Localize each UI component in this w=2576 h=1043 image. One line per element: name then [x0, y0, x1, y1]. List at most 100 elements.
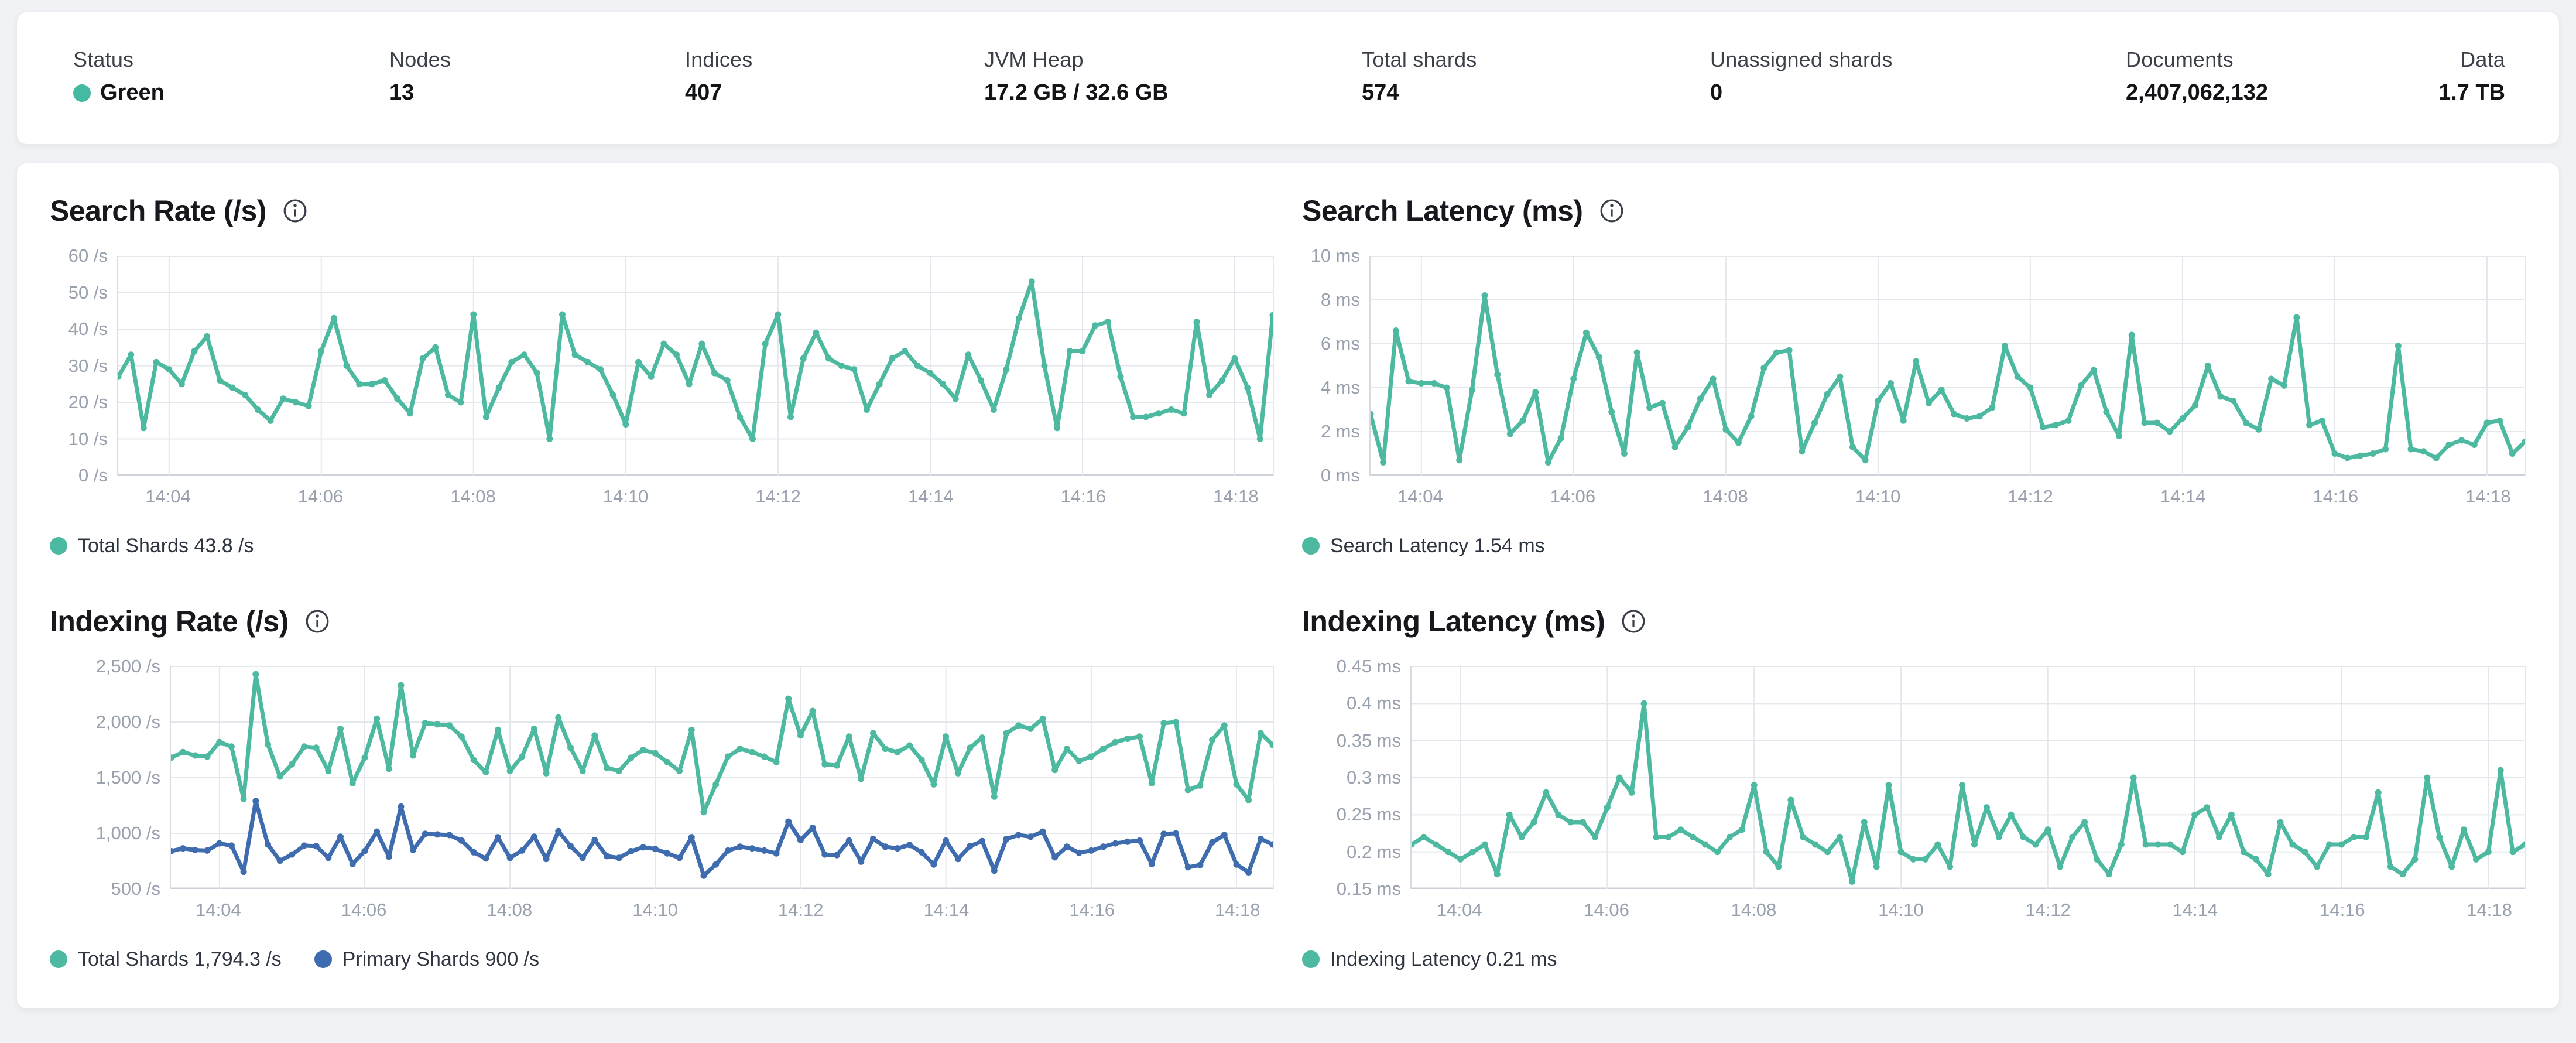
chart-indexing-rate: Indexing Rate (/s) 2,500 /s 2,000 /s 1,500…	[50, 604, 1274, 972]
x-tick-label: 14:08	[487, 900, 533, 920]
x-axis: 14:04 14:06 14:08 14:10 14:12 14:14 14:16 14:18	[1410, 895, 2526, 931]
y-tick-label: 0.45 ms	[1336, 656, 1401, 676]
x-tick-label: 14:16	[1060, 486, 1107, 507]
legend-item[interactable]: Total Shards 43.8 /s	[50, 535, 254, 558]
stat-value: 2,407,062,132	[2126, 80, 2269, 105]
legend-item[interactable]: Total Shards 1,794.3 /s	[50, 948, 282, 971]
x-tick-label: 14:04	[1397, 486, 1443, 507]
x-tick-label: 14:04	[1437, 900, 1482, 920]
x-tick-label: 14:08	[1703, 486, 1748, 507]
y-tick-label: 2,500 /s	[95, 656, 160, 676]
legend-dot	[1302, 537, 1320, 555]
y-tick-label: 50 /s	[68, 282, 108, 303]
x-tick-label: 14:10	[1878, 900, 1924, 920]
plot-area[interactable]	[170, 666, 1274, 889]
stat-jvm-heap: JVM Heap 17.2 GB / 32.6 GB	[984, 47, 1362, 105]
x-tick-label: 14:04	[196, 900, 241, 920]
y-tick-label: 2,000 /s	[95, 712, 160, 732]
info-icon[interactable]	[304, 608, 331, 635]
y-tick-label: 30 /s	[68, 355, 108, 376]
stat-label: Nodes	[389, 47, 451, 71]
y-tick-label: 0.25 ms	[1336, 804, 1401, 825]
plot-area[interactable]	[1369, 256, 2526, 476]
x-tick-label: 14:10	[632, 900, 678, 920]
stat-total-shards: Total shards 574	[1362, 47, 1710, 105]
x-tick-label: 14:14	[907, 486, 954, 507]
x-tick-label: 14:18	[2465, 486, 2511, 507]
chart-title: Indexing Latency (ms)	[1302, 605, 1605, 638]
legend-label: Search Latency 1.54 ms	[1330, 534, 1545, 557]
stat-label: Total shards	[1362, 47, 1477, 71]
y-axis: 2,500 /s 2,000 /s 1,500 /s 1,000 /s 500 /s	[50, 656, 170, 899]
legend-label: Indexing Latency 0.21 ms	[1330, 948, 1557, 970]
plot-area[interactable]	[1410, 666, 2526, 889]
x-tick-label: 14:06	[297, 486, 344, 507]
cluster-status-bar: Status Green Nodes 13 Indices 407 JVM He…	[16, 12, 2560, 145]
legend-item[interactable]: Primary Shards 900 /s	[314, 948, 539, 971]
legend-item[interactable]: Indexing Latency 0.21 ms	[1302, 948, 1557, 971]
x-tick-label: 14:06	[341, 900, 387, 920]
x-tick-label: 14:16	[2313, 486, 2359, 507]
stat-status: Status Green	[73, 47, 389, 105]
info-icon[interactable]	[1598, 197, 1625, 224]
chart-title: Search Latency (ms)	[1302, 194, 1583, 227]
x-tick-label: 14:14	[2172, 900, 2218, 920]
x-tick-label: 14:18	[1214, 900, 1260, 920]
x-tick-label: 14:14	[923, 900, 970, 920]
stat-documents: Documents 2,407,062,132	[2126, 47, 2268, 105]
x-tick-label: 14:04	[145, 486, 191, 507]
chart-legend: Total Shards 1,794.3 /s Primary Shards 9…	[50, 946, 1274, 972]
x-axis: 14:04 14:06 14:08 14:10 14:12 14:14 14:16 14:18	[117, 481, 1274, 518]
x-tick-label: 14:08	[450, 486, 496, 507]
legend-label: Total Shards 1,794.3 /s	[78, 948, 282, 970]
chart-title: Indexing Rate (/s)	[50, 605, 289, 638]
legend-label: Primary Shards 900 /s	[342, 948, 540, 970]
x-axis: 14:04 14:06 14:08 14:10 14:12 14:14 14:16 14:18	[1369, 481, 2526, 518]
x-tick-label: 14:12	[777, 900, 824, 920]
y-tick-label: 2 ms	[1320, 421, 1360, 442]
x-axis: 14:04 14:06 14:08 14:10 14:12 14:14 14:16 14:18	[170, 895, 1274, 931]
x-tick-label: 14:14	[2160, 486, 2206, 507]
stat-label: Documents	[2126, 47, 2234, 71]
stat-value: Green	[73, 80, 389, 105]
chart-search-latency: Search Latency (ms) 10 ms 8 ms 6 ms 4 ms 2 m…	[1302, 194, 2526, 559]
stat-label: Unassigned shards	[1710, 47, 1893, 71]
x-tick-label: 14:06	[1550, 486, 1596, 507]
legend-dot	[1302, 950, 1320, 968]
stat-indices: Indices 407	[685, 47, 984, 105]
info-icon[interactable]	[282, 197, 309, 224]
chart-legend: Indexing Latency 0.21 ms	[1302, 946, 2526, 972]
y-tick-label: 0 /s	[78, 465, 108, 485]
info-icon[interactable]	[1620, 608, 1647, 635]
stat-label: Indices	[685, 47, 753, 71]
x-tick-label: 14:16	[1069, 900, 1115, 920]
legend-item[interactable]: Search Latency 1.54 ms	[1302, 535, 1545, 558]
y-tick-label: 0.35 ms	[1336, 730, 1401, 751]
stat-data-size: Data 1.7 TB	[2438, 47, 2505, 105]
x-tick-label: 14:12	[2025, 900, 2071, 920]
x-tick-label: 14:10	[602, 486, 649, 507]
y-tick-label: 4 ms	[1320, 377, 1360, 398]
status-health-text: Green	[100, 80, 165, 105]
y-tick-label: 6 ms	[1320, 333, 1360, 354]
y-tick-label: 0.4 ms	[1346, 693, 1401, 714]
plot-area[interactable]	[117, 256, 1274, 476]
stat-value: 13	[389, 80, 415, 105]
stat-value: 0	[1710, 80, 1723, 105]
stat-value: 407	[685, 80, 722, 105]
metrics-panel: Search Rate (/s) 60 /s 50 /s 40 /s 30 /s 20 …	[16, 163, 2560, 1009]
legend-dot	[50, 950, 67, 968]
y-tick-label: 1,500 /s	[95, 767, 160, 788]
x-tick-label: 14:18	[1212, 486, 1259, 507]
stat-label: Data	[2460, 47, 2505, 71]
x-tick-label: 14:16	[2320, 900, 2365, 920]
chart-title: Search Rate (/s)	[50, 194, 266, 227]
y-tick-label: 20 /s	[68, 392, 108, 412]
y-axis: 0.45 ms 0.4 ms 0.35 ms 0.3 ms 0.25 ms 0.2 ms 0…	[1302, 656, 1410, 899]
stat-value: 17.2 GB / 32.6 GB	[984, 80, 1169, 105]
y-tick-label: 60 /s	[68, 245, 108, 266]
x-tick-label: 14:12	[2008, 486, 2053, 507]
chart-indexing-latency: Indexing Latency (ms) 0.45 ms 0.4 ms 0.35 …	[1302, 604, 2526, 972]
chart-legend: Search Latency 1.54 ms	[1302, 533, 2526, 559]
y-tick-label: 10 ms	[1310, 245, 1360, 266]
